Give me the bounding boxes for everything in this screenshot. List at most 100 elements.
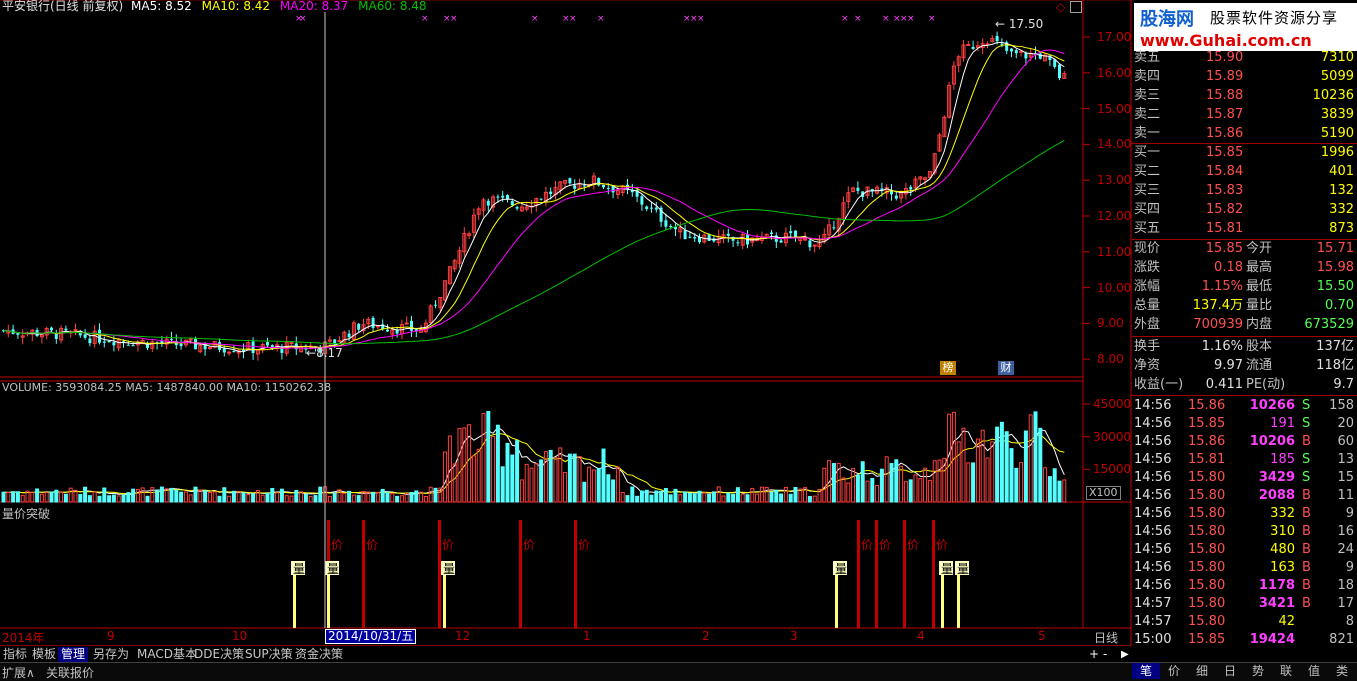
volume-signal-label: 量 xyxy=(835,562,847,576)
finance-badge[interactable]: 财 xyxy=(998,361,1014,375)
tab-indicator[interactable]: 指标 xyxy=(3,647,28,661)
candle-body xyxy=(669,225,673,227)
stat-label: 内盘 xyxy=(1246,317,1273,332)
rank-badge[interactable]: 榜 xyxy=(940,361,956,375)
candle-body xyxy=(1010,48,1013,52)
volume-bar xyxy=(942,457,947,503)
candle-body xyxy=(880,188,884,191)
candle-body xyxy=(515,207,519,209)
sell-level-row[interactable]: 卖三 15.88 10236 xyxy=(1132,87,1357,105)
candle-body xyxy=(2,330,5,332)
stat-row[interactable]: 涨幅 1.15% 最低 15.50 xyxy=(1132,278,1357,296)
stat-row[interactable]: 外盘 700939 内盘 673529 xyxy=(1132,316,1357,334)
candle-body xyxy=(357,323,361,330)
sell-level-row[interactable]: 卖五 15.90 7310 xyxy=(1132,49,1357,67)
tab-fund[interactable]: 资金决策 xyxy=(295,647,344,661)
volume-signal-bar xyxy=(443,575,446,628)
tick-row[interactable]: 14:56 15.80 480 B 24 xyxy=(1132,541,1357,559)
related-quote-button[interactable]: 关联报价 xyxy=(46,666,95,680)
tab-template[interactable]: 模板 xyxy=(32,647,57,661)
right-tab[interactable]: 日 xyxy=(1223,664,1236,678)
candle-body xyxy=(44,327,49,336)
candle-body xyxy=(650,207,653,209)
indicator-title[interactable]: 量价突破 xyxy=(2,507,51,521)
tick-row[interactable]: 14:57 15.80 42 8 xyxy=(1132,613,1357,631)
tab-manage[interactable]: 管理 xyxy=(58,647,89,662)
tick-row[interactable]: 14:56 15.80 163 B 9 xyxy=(1132,559,1357,577)
expand-button[interactable]: 扩展∧ xyxy=(2,666,35,680)
period-label[interactable]: 日线 xyxy=(1094,631,1119,645)
volume-bar xyxy=(140,487,145,503)
candle-body xyxy=(1048,55,1052,61)
stat-row[interactable]: 总量 137.4万 量比 0.70 xyxy=(1132,297,1357,315)
volume-signal-label: 量 xyxy=(327,562,339,576)
tick-row[interactable]: 14:56 15.80 310 B 16 xyxy=(1132,523,1357,541)
candle-body xyxy=(721,234,726,239)
watermark-banner: 股海网 股票软件资源分享 www.Guhai.com.cn xyxy=(1134,3,1357,51)
tick-row[interactable]: 14:56 15.81 185 S 13 xyxy=(1132,451,1357,469)
tab-macd[interactable]: MACD基本 xyxy=(137,647,197,661)
tick-row[interactable]: 15:00 15.85 19424 821 xyxy=(1132,631,1357,649)
tick-row[interactable]: 14:56 15.80 1178 B 18 xyxy=(1132,577,1357,595)
volume-bar xyxy=(899,465,904,503)
tick-row[interactable]: 14:56 15.86 10206 B 60 xyxy=(1132,433,1357,451)
volume-bar xyxy=(851,468,856,503)
kline-chart[interactable]: 价价价价价价价价价量量量量量量 ×× × × × × × × × × × × × × × × × × × xyxy=(0,0,1132,645)
volume-bar xyxy=(606,474,611,503)
right-tab[interactable]: 联 xyxy=(1279,664,1292,678)
volume-bar xyxy=(975,438,980,503)
zoom-in-button[interactable]: + xyxy=(1089,647,1100,661)
right-tab[interactable]: 价 xyxy=(1167,664,1180,678)
sell-level-label: 卖一 xyxy=(1134,126,1161,141)
volume-bar xyxy=(423,496,428,503)
right-tab[interactable]: 值 xyxy=(1307,664,1320,678)
watermark-logo: 股海网 xyxy=(1140,9,1194,30)
tick-row[interactable]: 14:56 15.80 3429 S 15 xyxy=(1132,469,1357,487)
buy-level-row[interactable]: 买四 15.82 332 xyxy=(1132,201,1357,219)
candle-body xyxy=(280,346,284,353)
right-tab[interactable]: 类 xyxy=(1335,664,1348,678)
tick-price: 15.80 xyxy=(1188,506,1226,521)
tick-row[interactable]: 14:56 15.85 191 S 20 xyxy=(1132,415,1357,433)
month-label: 1 xyxy=(583,629,591,643)
finance-row[interactable]: 净资 9.97 流通 118亿 xyxy=(1132,357,1357,375)
tick-price: 15.81 xyxy=(1188,452,1226,467)
tick-row[interactable]: 14:57 15.80 3421 B 17 xyxy=(1132,595,1357,613)
right-tab[interactable]: 势 xyxy=(1251,664,1264,678)
buy-level-row[interactable]: 买二 15.84 401 xyxy=(1132,163,1357,181)
stat-label: 最高 xyxy=(1246,260,1273,275)
stat-row[interactable]: 现价 15.85 今开 15.71 xyxy=(1132,240,1357,258)
buy-level-row[interactable]: 买一 15.85 1996 xyxy=(1132,144,1357,162)
tick-row[interactable]: 14:56 15.80 2088 B 11 xyxy=(1132,487,1357,505)
sell-level-row[interactable]: 卖一 15.86 5190 xyxy=(1132,125,1357,143)
volume-bar xyxy=(937,459,942,503)
finance-row[interactable]: 换手 1.16% 股本 137亿 xyxy=(1132,338,1357,356)
tick-row[interactable]: 14:56 15.80 332 B 9 xyxy=(1132,505,1357,523)
tick-volume: 185 xyxy=(1270,452,1295,467)
sell-level-row[interactable]: 卖四 15.89 5099 xyxy=(1132,68,1357,86)
candle-body xyxy=(635,189,639,197)
zoom-out-button[interactable]: - xyxy=(1103,647,1108,661)
volume-bar xyxy=(299,491,304,503)
tab-sup[interactable]: SUP决策 xyxy=(245,647,293,661)
finance-label: 收益(一) xyxy=(1134,377,1184,392)
volume-bar xyxy=(419,491,424,503)
right-tab[interactable]: 笔 xyxy=(1132,663,1160,679)
tick-row[interactable]: 14:56 15.86 10266 S 158 xyxy=(1132,397,1357,415)
tab-save-as[interactable]: 另存为 xyxy=(93,647,130,661)
volume-bar xyxy=(92,491,97,503)
buy-level-row[interactable]: 买三 15.83 132 xyxy=(1132,182,1357,200)
tab-dde[interactable]: DDE决策 xyxy=(194,647,245,661)
right-tab-bar: 笔价 细 日 势 联 值 类 xyxy=(1132,662,1357,680)
sell-level-row[interactable]: 卖二 15.87 3839 xyxy=(1132,106,1357,124)
diamond-icon[interactable]: ◇ xyxy=(1056,0,1066,14)
buy-level-row[interactable]: 买五 15.81 873 xyxy=(1132,220,1357,238)
stat-row[interactable]: 涨跌 0.18 最高 15.98 xyxy=(1132,259,1357,277)
scroll-right-button[interactable]: ▶ xyxy=(1121,649,1129,660)
stock-title[interactable]: 平安银行(日线 前复权) xyxy=(2,0,124,13)
right-tab[interactable]: 细 xyxy=(1195,664,1208,678)
close-icon[interactable] xyxy=(1070,1,1082,13)
finance-row[interactable]: 收益(一) 0.411 PE(动) 9.7 xyxy=(1132,376,1357,394)
event-mark: × xyxy=(450,14,458,24)
candle-body xyxy=(789,231,793,234)
